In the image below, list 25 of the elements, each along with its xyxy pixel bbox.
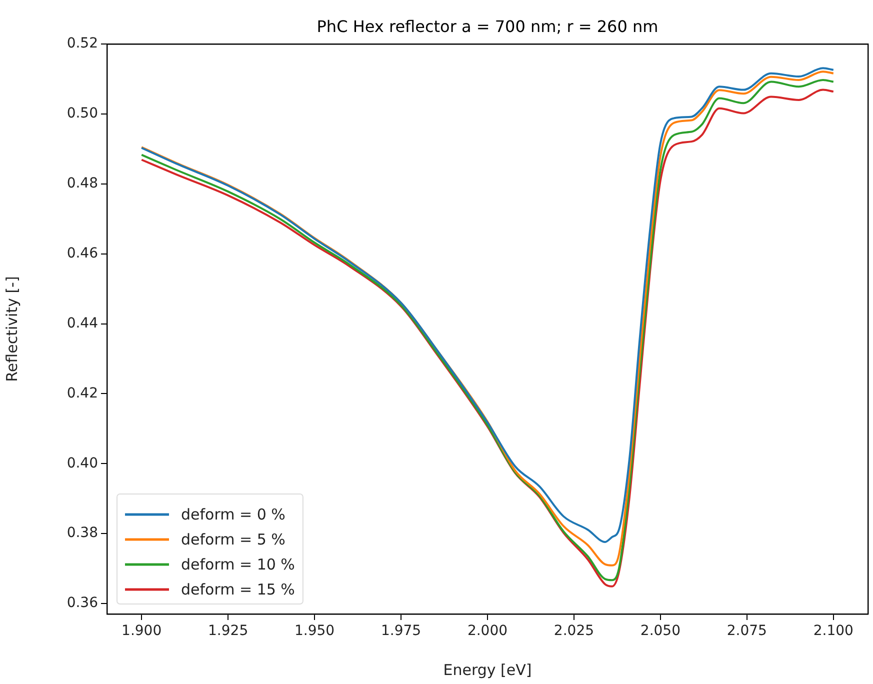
x-tick-label: 1.950: [294, 623, 335, 640]
chart-title: PhC Hex reflector a = 700 nm; r = 260 nm: [316, 17, 658, 36]
y-tick-label: 0.42: [66, 385, 98, 402]
y-tick-label: 0.40: [66, 455, 98, 472]
y-tick-label: 0.48: [66, 176, 98, 192]
y-tick-label: 0.52: [66, 36, 98, 52]
x-axis-title: Energy [eV]: [443, 660, 532, 679]
y-tick-label: 0.44: [66, 315, 98, 332]
legend-label: deform = 0 %: [181, 505, 286, 524]
x-tick-label: 2.100: [813, 623, 854, 640]
x-tick-label: 2.000: [467, 623, 508, 640]
x-tick-label: 2.025: [554, 623, 594, 640]
x-tick-label: 1.975: [380, 623, 422, 640]
x-tick-label: 2.050: [640, 623, 680, 640]
y-tick-label: 0.50: [66, 106, 98, 122]
x-tick-label: 2.075: [726, 623, 767, 640]
y-tick-label: 0.36: [66, 595, 98, 612]
x-tick-label: 1.925: [208, 623, 248, 640]
y-tick-label: 0.38: [66, 525, 98, 542]
x-tick-label: 1.900: [122, 623, 162, 640]
legend-label: deform = 10 %: [181, 555, 295, 574]
legend-label: deform = 5 %: [181, 530, 286, 548]
legend-label: deform = 15 %: [181, 580, 295, 598]
y-axis-title: Reflectivity [-]: [2, 276, 21, 382]
y-tick-label: 0.46: [66, 245, 98, 262]
